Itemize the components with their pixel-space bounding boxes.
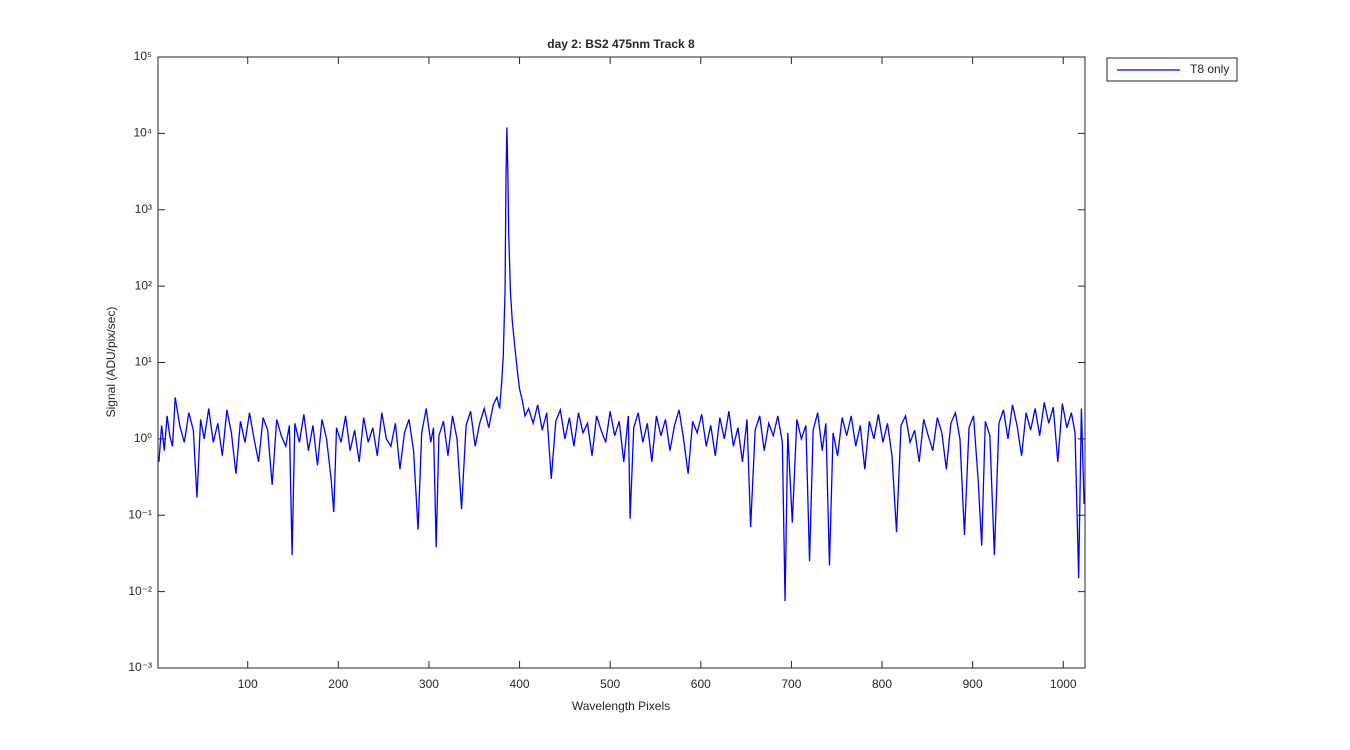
x-tick-label: 500 [600, 677, 620, 691]
y-tick-label: 10⁵ [134, 49, 152, 63]
x-axis-label: Wavelength Pixels [572, 699, 670, 713]
y-axis-label: Signal (ADU/pix/sec) [104, 307, 118, 418]
x-tick-label: 1000 [1050, 677, 1077, 691]
x-tick-label: 100 [238, 677, 258, 691]
y-tick-label: 10² [135, 278, 152, 292]
y-tick-label: 10⁻¹ [128, 507, 152, 521]
x-tick-label: 700 [781, 677, 801, 691]
y-tick-label: 10⁰ [134, 431, 152, 445]
y-tick-label: 10¹ [135, 355, 152, 369]
x-tick-label: 900 [963, 677, 983, 691]
x-tick-label: 400 [510, 677, 530, 691]
plot-frame [157, 56, 1086, 669]
y-tick-label: 10⁴ [133, 126, 152, 140]
y-tick-label: 10⁻³ [128, 660, 152, 674]
chart-title: day 2: BS2 475nm Track 8 [547, 37, 695, 51]
x-tick-label: 200 [328, 677, 348, 691]
x-tick-label: 800 [872, 677, 892, 691]
x-tick-label: 300 [419, 677, 439, 691]
legend-label: T8 only [1190, 62, 1229, 76]
x-tick-label: 600 [691, 677, 711, 691]
y-tick-label: 10³ [135, 202, 152, 216]
series-line [158, 127, 1085, 602]
y-tick-label: 10⁻² [128, 584, 152, 598]
